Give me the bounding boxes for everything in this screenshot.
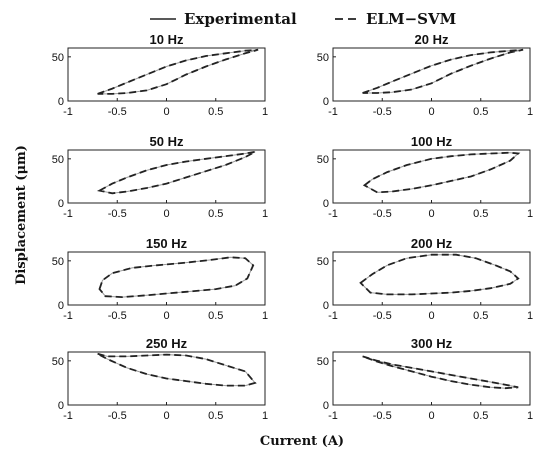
x-tick-label: 1 xyxy=(527,208,533,220)
x-tick-label: -1 xyxy=(328,208,338,220)
panel: 200 Hz -1 -0.5 0 0.5 1 0 50 xyxy=(317,236,533,322)
panel-title: 10 Hz xyxy=(150,32,184,47)
x-tick-label: 0 xyxy=(428,410,434,422)
x-tick-label: 1 xyxy=(262,208,268,220)
x-tick-label: -1 xyxy=(328,310,338,322)
x-tick-label: -0.5 xyxy=(373,410,392,422)
elm-svm-line xyxy=(362,151,521,194)
x-tick-label: 0.5 xyxy=(473,208,488,220)
y-tick-label: 50 xyxy=(52,52,64,64)
x-tick-label: 0.5 xyxy=(208,208,223,220)
x-tick-label: 1 xyxy=(527,106,533,118)
panel-title: 150 Hz xyxy=(146,236,188,251)
panel-title: 20 Hz xyxy=(415,32,449,47)
panel-title: 250 Hz xyxy=(146,336,188,351)
x-tick-label: -1 xyxy=(63,310,73,322)
y-tick-label: 50 xyxy=(317,154,329,166)
x-tick-label: 0 xyxy=(163,310,169,322)
x-tick-label: 1 xyxy=(262,410,268,422)
experimental-line xyxy=(97,353,256,387)
x-tick-label: -0.5 xyxy=(373,310,392,322)
x-tick-label: 0 xyxy=(428,106,434,118)
x-tick-label: 0 xyxy=(428,310,434,322)
plot-frame xyxy=(332,251,531,306)
panel: 300 Hz -1 -0.5 0 0.5 1 0 50 xyxy=(317,336,533,422)
x-tick-label: 0 xyxy=(163,208,169,220)
elm-svm-line xyxy=(98,256,255,299)
panel: 10 Hz -1 -0.5 0 0.5 1 0 50 xyxy=(52,32,268,118)
y-tick-label: 0 xyxy=(323,96,329,108)
legend: Experimental ELM−SVM xyxy=(150,10,456,28)
x-tick-label: -0.5 xyxy=(108,410,127,422)
experimental-line xyxy=(98,256,254,298)
panel: 100 Hz -1 -0.5 0 0.5 1 0 50 xyxy=(317,134,533,220)
experimental-line xyxy=(359,254,520,295)
x-tick-label: 0.5 xyxy=(208,410,223,422)
plot-frame xyxy=(332,351,531,406)
panel-title: 100 Hz xyxy=(411,134,453,149)
x-tick-label: 0 xyxy=(163,410,169,422)
panel-title: 300 Hz xyxy=(411,336,453,351)
x-tick-label: -0.5 xyxy=(108,310,127,322)
elm-svm-line xyxy=(362,355,519,390)
elm-svm-line xyxy=(97,352,257,387)
panel: 50 Hz -1 -0.5 0 0.5 1 0 50 xyxy=(52,134,268,220)
panel-title: 50 Hz xyxy=(150,134,184,149)
x-tick-label: 1 xyxy=(262,310,268,322)
x-tick-label: 1 xyxy=(262,106,268,118)
y-tick-label: 50 xyxy=(317,52,329,64)
elm-svm-line xyxy=(359,253,520,296)
y-tick-label: 0 xyxy=(58,300,64,312)
y-tick-label: 0 xyxy=(58,96,64,108)
elm-svm-line xyxy=(362,48,524,94)
x-tick-label: -1 xyxy=(63,410,73,422)
experimental-line xyxy=(98,151,256,194)
y-tick-label: 0 xyxy=(323,400,329,412)
y-tick-label: 50 xyxy=(52,154,64,166)
x-tick-label: -0.5 xyxy=(373,106,392,118)
x-tick-label: 0.5 xyxy=(473,310,488,322)
panel-title: 200 Hz xyxy=(411,236,453,251)
y-axis-label: Displacement (μm) xyxy=(14,145,29,285)
x-tick-label: 0 xyxy=(428,208,434,220)
x-tick-label: -0.5 xyxy=(108,106,127,118)
legend-label-experimental: Experimental xyxy=(184,10,297,28)
plot-frame xyxy=(67,149,266,204)
y-tick-label: 0 xyxy=(323,300,329,312)
panel: 20 Hz -1 -0.5 0 0.5 1 0 50 xyxy=(317,32,533,118)
x-tick-label: 0 xyxy=(163,106,169,118)
x-tick-label: 0.5 xyxy=(208,310,223,322)
x-tick-label: 1 xyxy=(527,410,533,422)
x-tick-label: -0.5 xyxy=(373,208,392,220)
x-tick-label: -1 xyxy=(63,208,73,220)
x-tick-label: -0.5 xyxy=(108,208,127,220)
x-tick-label: -1 xyxy=(328,410,338,422)
x-tick-label: -1 xyxy=(328,106,338,118)
x-tick-label: 0.5 xyxy=(473,106,488,118)
y-tick-label: 50 xyxy=(52,356,64,368)
x-tick-label: 0.5 xyxy=(473,410,488,422)
x-axis-label: Current (A) xyxy=(260,434,344,449)
y-tick-label: 0 xyxy=(58,198,64,210)
elm-svm-line xyxy=(96,150,256,195)
panel: 150 Hz -1 -0.5 0 0.5 1 0 50 xyxy=(52,236,268,322)
y-tick-label: 50 xyxy=(317,356,329,368)
x-tick-label: -1 xyxy=(63,106,73,118)
y-tick-label: 50 xyxy=(52,256,64,268)
legend-label-elm-svm: ELM−SVM xyxy=(366,10,456,28)
plot-frame xyxy=(67,251,266,306)
x-tick-label: 1 xyxy=(527,310,533,322)
panel: 250 Hz -1 -0.5 0 0.5 1 0 50 xyxy=(52,336,268,422)
y-tick-label: 0 xyxy=(58,400,64,412)
y-tick-label: 0 xyxy=(323,198,329,210)
x-tick-label: 0.5 xyxy=(208,106,223,118)
y-tick-label: 50 xyxy=(317,256,329,268)
elm-svm-line xyxy=(97,48,259,95)
